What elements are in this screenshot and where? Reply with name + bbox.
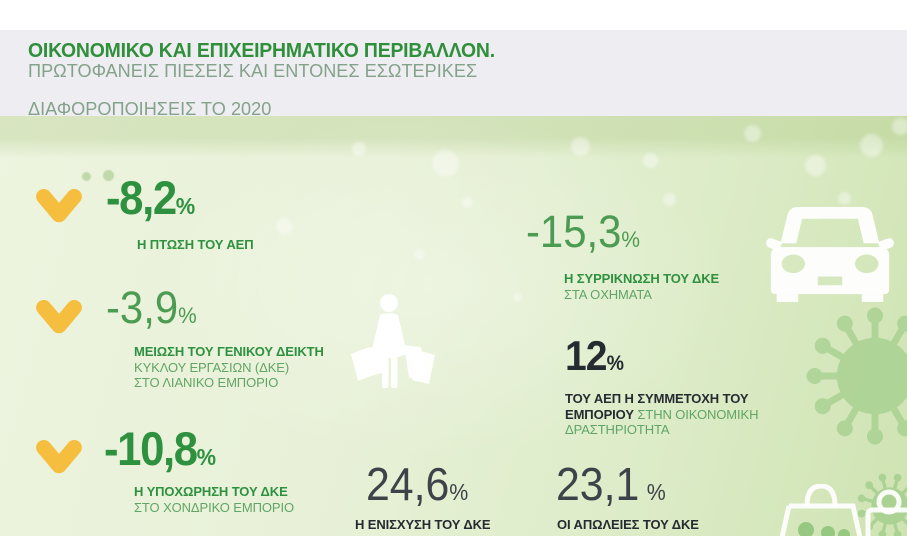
stat-label-line: Η ΣΥΡΡΙΚΝΩΣΗ ΤΟΥ ΔΚΕ (564, 271, 720, 286)
bokeh-circle (663, 193, 676, 206)
page-title: ΟΙΚΟΝΟΜΙΚΟ ΚΑΙ ΕΠΙΧΕΙΡΗΜΑΤΙΚΟ ΠΕΡΙΒΑΛΛΟΝ… (28, 40, 495, 62)
stat-value: -3,9% (106, 285, 197, 330)
bokeh-circle (838, 192, 851, 205)
stat-label-line: ΣΤΟ ΧΟΝΔΡΙΚΟ ΕΜΠΟΡΙΟ (134, 499, 294, 515)
stat-number: 24,6 (366, 458, 450, 510)
stat-label: Η ΠΤΩΣΗ ΤΟΥ ΑΕΠ (137, 237, 254, 252)
chevron-down-icon (36, 299, 82, 334)
bokeh-circle (805, 155, 826, 176)
bokeh-circle (462, 197, 473, 208)
stat-label: ΜΕΙΩΣΗ ΤΟΥ ΓΕΝΙΚΟΥ ΔΕΙΚΤΗ ΚΥΚΛΟΥ ΕΡΓΑΣΙΩ… (134, 344, 324, 391)
bokeh-circle (432, 150, 459, 177)
percent-sign: % (646, 479, 666, 505)
chevron-down-icon (36, 439, 82, 474)
stat-number: -10,8 (104, 422, 198, 475)
percent-sign: % (449, 479, 469, 505)
stat-number: -3,9 (106, 282, 179, 333)
header-band: ΟΙΚΟΝΟΜΙΚΟ ΚΑΙ ΕΠΙΧΕΙΡΗΜΑΤΙΚΟ ΠΕΡΙΒΑΛΛΟΝ… (0, 30, 907, 118)
percent-sign: % (175, 193, 196, 219)
stat-label-line: ΜΕΙΩΣΗ ΤΟΥ ΓΕΝΙΚΟΥ ΔΕΙΚΤΗ (134, 344, 324, 359)
stat-value: -15,3% (526, 209, 641, 254)
page-subtitle: ΠΡΩΤΟΦΑΝΕΙΣ ΠΙΕΣΕΙΣ ΚΑΙ ΕΝΤΟΝΕΣ ΕΣΩΤΕΡΙΚ… (28, 61, 477, 118)
percent-sign: % (196, 444, 217, 470)
stat-number: -15,3 (526, 206, 622, 257)
bokeh-circle (643, 153, 658, 168)
percent-sign: % (178, 303, 197, 328)
bokeh-circle (860, 134, 883, 157)
bokeh-circle (103, 170, 114, 181)
person-shopping-bags-icon (351, 294, 435, 388)
bokeh-circle (892, 118, 907, 135)
bokeh-circle (414, 249, 425, 260)
percent-sign: % (621, 227, 641, 252)
stat-label: ΤΟΥ ΑΕΠ Η ΣΥΜΜΕΤΟΧΗ ΤΟΥ ΕΜΠΟΡΙΟΥ ΣΤΗΝ ΟΙ… (565, 391, 779, 438)
stat-value: -8,2% (106, 174, 196, 221)
stat-number: -8,2 (106, 171, 177, 224)
bokeh-circle (571, 137, 590, 156)
bokeh-circle (276, 218, 293, 235)
page-subtitle-line1: ΠΡΩΤΟΦΑΝΕΙΣ ΠΙΕΣΕΙΣ ΚΑΙ ΕΝΤΟΝΕΣ ΕΣΩΤΕΡΙΚ… (28, 60, 478, 81)
car-icon (766, 207, 894, 302)
page-subtitle-line2: ΔΙΑΦΟΡΟΠΟΙΗΣΕΙΣ ΤΟ 2020 (28, 98, 272, 119)
stat-value: 23,1% (556, 461, 666, 507)
stat-label-line: Η ΥΠΟΧΩΡΗΣΗ ΤΟΥ ΔΚΕ (134, 484, 288, 499)
coronavirus-icon (806, 307, 907, 445)
background (0, 116, 907, 536)
bokeh-circle (82, 172, 91, 181)
stat-number: 12 (565, 332, 608, 379)
stat-label-line: ΣΤΑ ΟΧΗΜΑΤΑ (564, 286, 652, 302)
stat-label: Η ΥΠΟΧΩΡΗΣΗ ΤΟΥ ΔΚΕ ΣΤΟ ΧΟΝΔΡΙΚΟ ΕΜΠΟΡΙΟ (134, 484, 294, 515)
stat-label: Η ΕΝΙΣΧΥΣΗ ΤΟΥ ΔΚΕ (355, 517, 491, 532)
percent-sign: % (606, 352, 624, 375)
bokeh-circle (744, 125, 761, 142)
shopping-bags-icon (779, 484, 907, 536)
stat-label-line: ΚΥΚΛΟΥ ΕΡΓΑΣΙΩΝ (ΔΚΕ) (134, 359, 290, 375)
stat-value: 12% (565, 335, 624, 377)
stat-value: -10,8% (104, 425, 217, 472)
bokeh-circle (513, 293, 522, 302)
stat-label: ΟΙ ΑΠΩΛΕΙΕΣ ΤΟΥ ΔΚΕ (557, 517, 699, 532)
stat-label-line: ΣΤΟ ΛΙΑΝΙΚΟ ΕΜΠΟΡΙΟ (134, 375, 279, 390)
stat-value: 24,6% (366, 461, 469, 507)
chevron-down-icon (36, 188, 82, 223)
stat-label-dark: ΤΟΥ ΑΕΠ Η ΣΥΜΜΕΤΟΧΗ ΤΟΥ ΕΜΠΟΡΙΟΥ (565, 391, 749, 422)
stat-number: 23,1 (556, 458, 640, 510)
stat-label-green: ΣΤΗΝ ΟΙΚΟΝΟΜΙΚΗ ΔΡΑΣΤΗΡΙΟΤΗΤΑ (565, 406, 759, 438)
bokeh-circle (352, 142, 366, 156)
stat-label: Η ΣΥΡΡΙΚΝΩΣΗ ΤΟΥ ΔΚΕ ΣΤΑ ΟΧΗΜΑΤΑ (564, 271, 719, 302)
